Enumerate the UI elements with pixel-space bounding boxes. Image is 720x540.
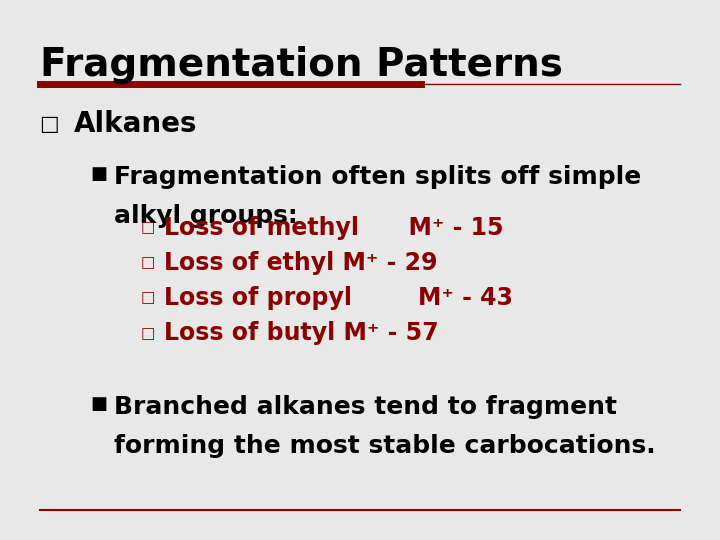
Text: □: □ [140, 326, 155, 341]
Text: ■: ■ [90, 395, 107, 413]
Text: Loss of methyl      M⁺ - 15: Loss of methyl M⁺ - 15 [164, 216, 504, 240]
Text: Loss of butyl M⁺ - 57: Loss of butyl M⁺ - 57 [164, 321, 438, 345]
Text: Alkanes: Alkanes [74, 110, 198, 138]
Text: ■: ■ [90, 165, 107, 183]
Text: □: □ [140, 220, 155, 235]
Text: Loss of propyl        M⁺ - 43: Loss of propyl M⁺ - 43 [164, 286, 513, 310]
Text: □: □ [140, 291, 155, 306]
Text: □: □ [40, 114, 59, 134]
Text: forming the most stable carbocations.: forming the most stable carbocations. [114, 434, 655, 458]
Text: Fragmentation often splits off simple: Fragmentation often splits off simple [114, 165, 641, 188]
Text: Fragmentation Patterns: Fragmentation Patterns [40, 46, 562, 84]
Text: Branched alkanes tend to fragment: Branched alkanes tend to fragment [114, 395, 617, 419]
Text: Loss of ethyl M⁺ - 29: Loss of ethyl M⁺ - 29 [164, 251, 438, 275]
Text: □: □ [140, 255, 155, 271]
Text: alkyl groups:: alkyl groups: [114, 204, 297, 227]
